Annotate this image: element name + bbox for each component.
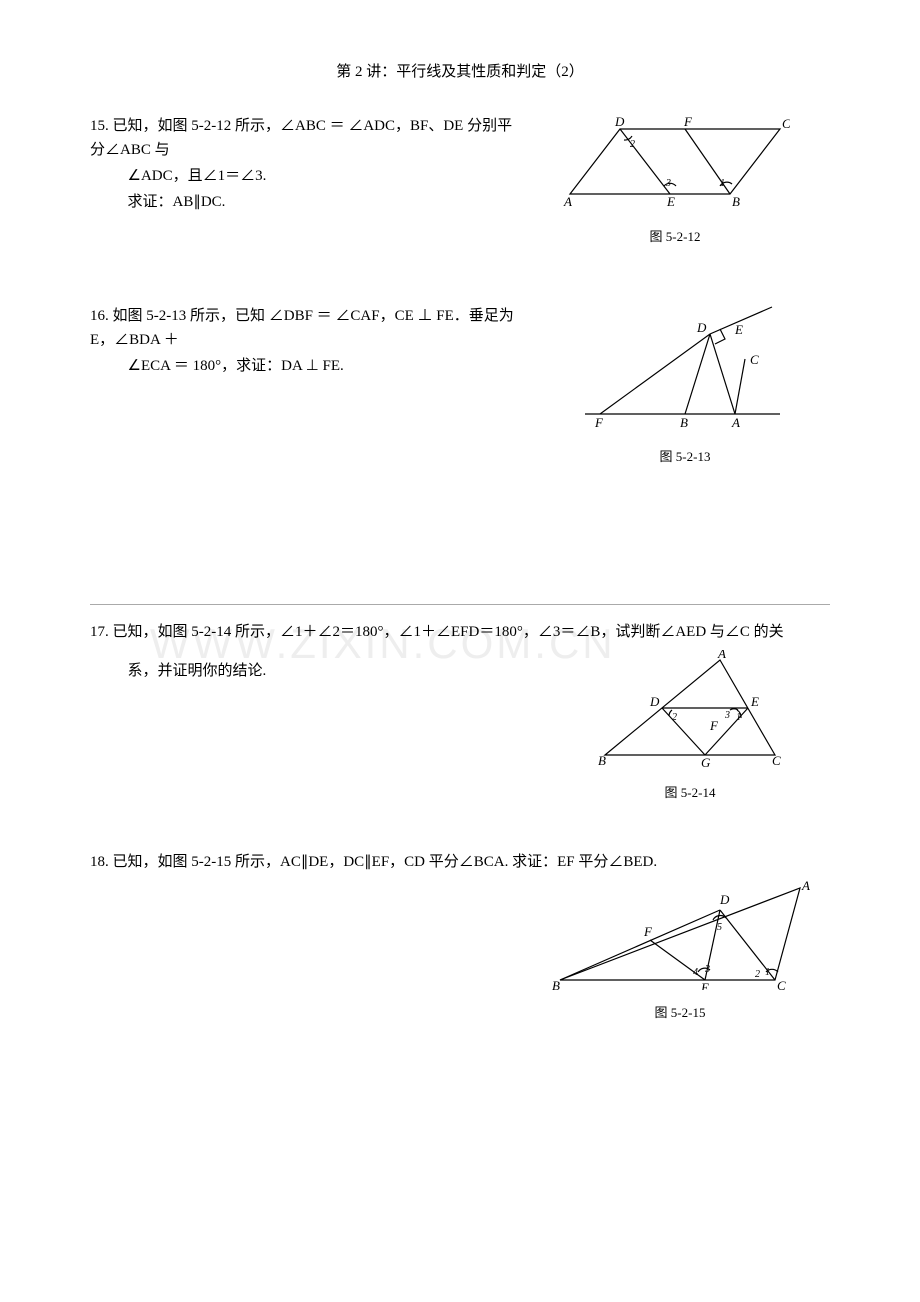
p18-line1: 18. 已知，如图 5-2-15 所示，AC∥DE，DC∥EF，CD 平分∠BC… bbox=[90, 850, 830, 874]
figure-5-2-12-svg: A D F C E B 2 3 1 bbox=[560, 114, 790, 214]
figure-5-2-15-svg: B C A D F E 1 2 3 4 5 bbox=[550, 880, 810, 990]
angle-5: 5 bbox=[717, 922, 722, 933]
angle-1: 1 bbox=[720, 178, 725, 189]
angle-3: 3 bbox=[665, 178, 671, 189]
angle-2: 2 bbox=[755, 969, 760, 980]
p16-line1: 16. 如图 5-2-13 所示，已知 ∠DBF ＝ ∠CAF，CE ⊥ FE．… bbox=[90, 304, 520, 352]
p16-line2: ∠ECA ＝ 180°，求证：DA ⊥ FE. bbox=[90, 354, 520, 378]
angle-1: 1 bbox=[736, 712, 741, 723]
problem-17: WWW.ZIXIN.COM.CN 17. 已知，如图 5-2-14 所示，∠1＋… bbox=[90, 620, 830, 800]
label-D: D bbox=[719, 892, 730, 907]
angle-3: 3 bbox=[724, 710, 730, 721]
figure-5-2-13-svg: F B A D E C bbox=[580, 304, 790, 434]
label-B: B bbox=[732, 194, 740, 209]
problem-16-text: 16. 如图 5-2-13 所示，已知 ∠DBF ＝ ∠CAF，CE ⊥ FE．… bbox=[90, 304, 520, 378]
page-title: 第 2 讲：平行线及其性质和判定（2） bbox=[90, 60, 830, 84]
label-B: B bbox=[680, 415, 688, 430]
angle-2: 2 bbox=[672, 712, 677, 723]
p15-line2: ∠ADC，且∠1＝∠3. bbox=[90, 164, 520, 188]
p15-line3: 求证：AB∥DC. bbox=[90, 190, 520, 214]
label-E: E bbox=[666, 194, 675, 209]
label-F: F bbox=[594, 415, 604, 430]
figure-5-2-12: A D F C E B 2 3 1 图 5-2-12 bbox=[560, 114, 790, 248]
label-A: A bbox=[801, 880, 810, 893]
p17-line1: 17. 已知，如图 5-2-14 所示，∠1＋∠2＝180°，∠1＋∠EFD＝1… bbox=[90, 620, 830, 644]
figure-5-2-15-label: 图 5-2-15 bbox=[550, 1003, 810, 1024]
label-D: D bbox=[649, 694, 660, 709]
label-E: E bbox=[700, 980, 709, 990]
angle-3: 3 bbox=[704, 964, 710, 975]
angle-4: 4 bbox=[693, 967, 698, 978]
problem-16: 16. 如图 5-2-13 所示，已知 ∠DBF ＝ ∠CAF，CE ⊥ FE．… bbox=[90, 304, 830, 484]
angle-1: 1 bbox=[765, 967, 770, 978]
problem-15: 15. 已知，如图 5-2-12 所示，∠ABC ＝ ∠ADC，BF、DE 分别… bbox=[90, 114, 830, 254]
label-A: A bbox=[563, 194, 572, 209]
figure-5-2-13: F B A D E C 图 5-2-13 bbox=[580, 304, 790, 468]
figure-5-2-14-label: 图 5-2-14 bbox=[590, 783, 790, 804]
problem-15-text: 15. 已知，如图 5-2-12 所示，∠ABC ＝ ∠ADC，BF、DE 分别… bbox=[90, 114, 520, 214]
label-G: G bbox=[701, 755, 711, 770]
figure-5-2-14: B C A D E F G 2 1 3 图 5-2-14 bbox=[590, 650, 790, 804]
label-B: B bbox=[552, 978, 560, 990]
label-F: F bbox=[683, 114, 693, 129]
label-C: C bbox=[782, 116, 790, 131]
label-D: D bbox=[614, 114, 625, 129]
label-C: C bbox=[750, 352, 759, 367]
label-F: F bbox=[643, 924, 653, 939]
divider bbox=[90, 604, 830, 605]
problem-18: 18. 已知，如图 5-2-15 所示，AC∥DE，DC∥EF，CD 平分∠BC… bbox=[90, 850, 830, 1020]
label-E: E bbox=[750, 694, 759, 709]
label-D: D bbox=[696, 320, 707, 335]
problem-18-text: 18. 已知，如图 5-2-15 所示，AC∥DE，DC∥EF，CD 平分∠BC… bbox=[90, 850, 830, 874]
figure-5-2-15: B C A D F E 1 2 3 4 5 图 5-2-15 bbox=[550, 880, 810, 1024]
p15-line1: 15. 已知，如图 5-2-12 所示，∠ABC ＝ ∠ADC，BF、DE 分别… bbox=[90, 114, 520, 162]
label-E: E bbox=[734, 322, 743, 337]
label-C: C bbox=[772, 753, 781, 768]
figure-5-2-13-label: 图 5-2-13 bbox=[580, 447, 790, 468]
angle-2: 2 bbox=[630, 139, 635, 150]
figure-5-2-12-label: 图 5-2-12 bbox=[560, 227, 790, 248]
label-B: B bbox=[598, 753, 606, 768]
label-A: A bbox=[717, 650, 726, 661]
figure-5-2-14-svg: B C A D E F G 2 1 3 bbox=[590, 650, 790, 770]
label-F: F bbox=[709, 718, 719, 733]
label-A: A bbox=[731, 415, 740, 430]
label-C: C bbox=[777, 978, 786, 990]
